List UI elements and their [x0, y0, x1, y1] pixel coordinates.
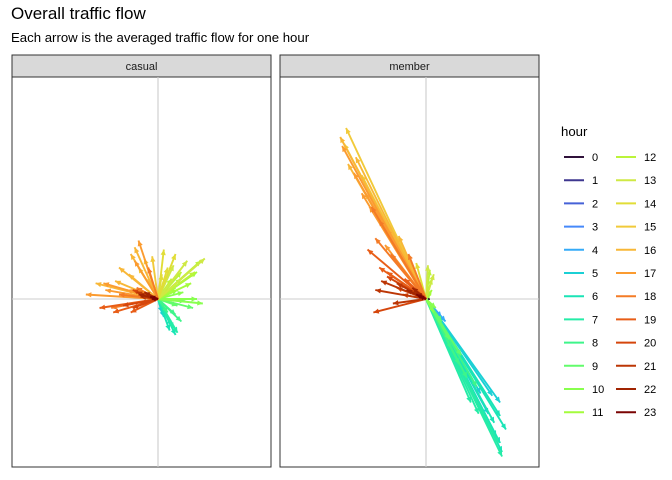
arrow-casual-hour-13 — [157, 260, 189, 300]
arrow-member-hour-18 — [390, 253, 427, 300]
arrow-casual-hour-14 — [157, 274, 164, 300]
arrow-casual-hour-16 — [133, 246, 159, 300]
legend-label-hour-22: 22 — [644, 384, 656, 396]
legend-label-hour-17: 17 — [644, 268, 656, 280]
facet-label-member: member — [389, 61, 430, 73]
legend-label-hour-2: 2 — [592, 198, 598, 210]
legend-label-hour-23: 23 — [644, 407, 656, 419]
arrow-member-hour-23 — [415, 293, 427, 300]
arrows-casual — [85, 240, 206, 336]
legend-label-hour-15: 15 — [644, 222, 656, 234]
legend-label-hour-11: 11 — [592, 407, 603, 419]
arrow-member-hour-13 — [425, 265, 431, 300]
arrow-member-hour-20 — [373, 298, 427, 314]
arrow-casual-hour-18 — [147, 267, 159, 300]
arrow-casual-hour-10 — [157, 298, 203, 306]
arrow-member-hour-16 — [354, 156, 427, 300]
legend-label-hour-12: 12 — [644, 152, 656, 164]
legend-label-hour-4: 4 — [592, 245, 598, 257]
arrow-member-hour-21 — [392, 298, 427, 306]
chart-subtitle: Each arrow is the averaged traffic flow … — [11, 30, 310, 45]
legend-title: hour — [561, 124, 588, 139]
arrow-member-hour-21 — [375, 288, 427, 300]
legend-label-hour-5: 5 — [592, 268, 598, 280]
arrow-member-hour-18 — [378, 219, 427, 300]
legend-label-hour-7: 7 — [592, 314, 598, 326]
legend-label-hour-13: 13 — [644, 175, 656, 187]
arrow-casual-hour-17 — [133, 260, 159, 300]
arrow-casual-hour-13 — [157, 257, 206, 300]
legend-label-hour-16: 16 — [644, 245, 656, 257]
arrow-member-hour-13 — [425, 273, 435, 300]
legend-label-hour-18: 18 — [644, 291, 656, 303]
legend-label-hour-20: 20 — [644, 338, 656, 350]
facet-label-casual: casual — [126, 61, 158, 73]
legend-label-hour-10: 10 — [592, 384, 604, 396]
legend-label-hour-1: 1 — [592, 175, 598, 187]
arrow-casual-hour-15 — [150, 256, 159, 300]
arrow-member-hour-18 — [407, 253, 427, 300]
arrow-casual-hour-8 — [157, 298, 183, 323]
legend-label-hour-0: 0 — [592, 152, 598, 164]
legend-label-hour-19: 19 — [644, 314, 656, 326]
legend-label-hour-14: 14 — [644, 198, 656, 210]
legend-label-hour-21: 21 — [644, 361, 656, 373]
arrows-member — [339, 127, 507, 457]
arrow-member-hour-10 — [425, 298, 435, 313]
chart-title: Overall traffic flow — [11, 4, 146, 23]
arrow-casual-hour-23 — [152, 296, 158, 302]
legend-label-hour-9: 9 — [592, 361, 598, 373]
arrow-member-hour-7 — [425, 298, 472, 403]
legend-label-hour-6: 6 — [592, 291, 598, 303]
legend-label-hour-8: 8 — [592, 338, 598, 350]
legend-label-hour-3: 3 — [592, 222, 598, 234]
arrow-casual-hour-16 — [128, 273, 159, 300]
